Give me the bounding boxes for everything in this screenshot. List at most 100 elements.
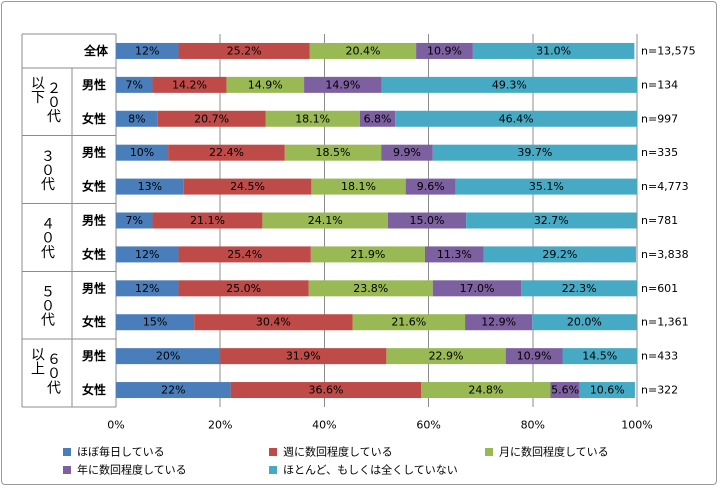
data-label: 12.9% [481,316,516,329]
n-label: n=433 [641,350,678,363]
legend-swatch [269,466,277,474]
data-label: 29.2% [542,248,577,261]
bar-segment [532,314,637,331]
data-label: 24.1% [308,214,343,227]
gender-label: 男性 [82,145,106,160]
n-label: n=997 [641,112,678,125]
legend-label: 年に数回程度している [77,463,187,477]
x-tick-label: 0% [107,419,124,432]
bar-segment [421,382,551,399]
n-label: n=1,361 [641,316,689,329]
n-label: n=335 [641,146,678,159]
data-label: 5.6% [551,384,579,397]
bar-segment [432,280,522,297]
data-label: 21.1% [190,214,225,227]
n-label: n=4,773 [641,180,689,193]
data-label: 22.9% [429,350,464,363]
data-label: 21.6% [391,316,426,329]
bar-segment [550,382,580,399]
group-label: ４０代 [39,216,55,259]
bar-segment [183,178,312,195]
gender-label: 男性 [82,77,106,92]
gender-label: 男性 [82,280,106,295]
bar-segment [455,178,637,195]
bar-segment [386,348,506,365]
data-label: 8% [128,112,145,125]
data-label: 22.4% [209,146,244,159]
data-label: 15.0% [410,214,445,227]
legend-swatch [269,448,277,456]
bar-segment [310,246,425,263]
bar-segment [579,382,635,399]
bar-segment [116,382,231,399]
bar-segment [157,110,266,127]
bar-segment [116,42,179,59]
n-label: n=13,575 [641,44,696,57]
data-label: 31.9% [286,350,321,363]
data-label: 46.4% [499,112,534,125]
x-tick-label: 60% [416,419,440,432]
bar-segment [308,280,433,297]
data-label: 7% [126,78,143,91]
group-label: ６０代 [45,352,61,395]
n-label: n=781 [641,214,678,227]
data-label: 24.5% [230,180,265,193]
gender-label: 男性 [82,348,106,363]
data-label: 35.1% [529,180,564,193]
data-label: 20.0% [567,316,602,329]
data-label: 21.9% [350,248,385,261]
overall-label: 全体 [83,43,109,58]
data-label: 18.1% [295,112,330,125]
data-label: 13% [138,180,162,193]
data-label: 14.9% [325,78,360,91]
bar-segment [168,144,285,161]
data-label: 10.6% [590,384,625,397]
bar-segment [432,144,637,161]
data-label: 12% [135,44,159,57]
bar-segment [220,348,387,365]
data-label: 24.8% [468,384,503,397]
bar-segment [178,42,310,59]
bar-segment [472,42,635,59]
data-label: 25.0% [226,282,261,295]
bar-segment [116,212,153,229]
data-label: 12% [135,248,159,261]
data-label: 49.3% [492,78,527,91]
data-label: 20.4% [345,44,380,57]
bar-segment [116,76,153,93]
x-tick-label: 100% [621,419,652,432]
bar-segment [466,212,637,229]
bar-segment [178,246,311,263]
bar-segment [387,212,467,229]
bar-segment [381,76,637,93]
n-label: n=322 [641,384,678,397]
bar-segment [359,110,396,127]
bar-segment [116,348,221,365]
gender-label: 女性 [82,382,106,397]
data-label: 6.8% [364,112,392,125]
data-label: 39.7% [517,146,552,159]
bar-segment [309,42,417,59]
bar-segment [521,280,637,297]
legend-swatch [63,466,71,474]
data-label: 20% [156,350,180,363]
x-tick-label: 40% [312,419,336,432]
data-label: 11.3% [437,248,472,261]
legend-label: ほとんど、もしくは全くしていない [283,463,458,477]
group-label: ３０代 [39,149,55,192]
bar-segment [284,144,382,161]
bar-segment [152,212,263,229]
bar-segment [395,110,637,127]
data-label: 22.3% [562,282,597,295]
group-label: 以上 [29,347,45,375]
bar-segment [424,246,484,263]
x-tick-label: 80% [521,419,545,432]
n-label: n=134 [641,78,678,91]
bar-segment [416,42,473,59]
bar-segment [352,314,466,331]
data-label: 14.5% [582,350,617,363]
data-label: 17.0% [460,282,495,295]
n-label: n=601 [641,282,678,295]
